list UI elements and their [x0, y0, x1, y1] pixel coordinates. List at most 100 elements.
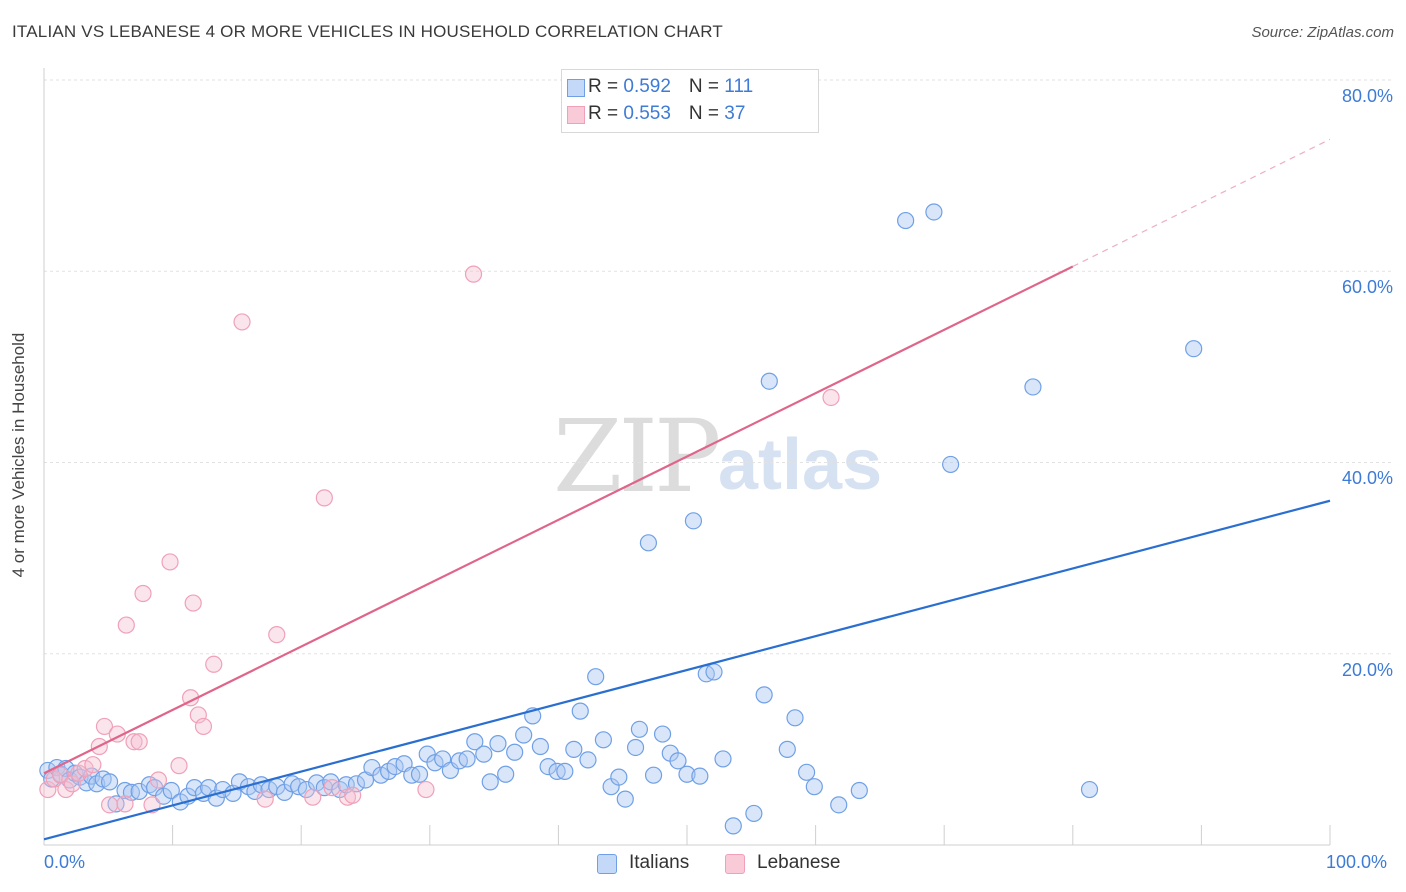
- italians-point-63: [497, 765, 515, 783]
- italians-point-17: [140, 776, 159, 794]
- lebanese-point-7: [84, 756, 102, 774]
- italians-point-100: [830, 796, 848, 814]
- lebanese-point-4: [63, 775, 81, 793]
- italians-point-52: [410, 765, 429, 783]
- italians-point-72: [571, 702, 589, 720]
- lebanese-point-30: [315, 489, 333, 507]
- italians-point-94: [755, 686, 773, 704]
- lebanese-point-31: [323, 779, 341, 797]
- italians-point-101: [850, 781, 868, 800]
- italians-point-14: [116, 781, 134, 800]
- italians-point-60: [475, 745, 493, 763]
- lebanese-point-36: [822, 388, 840, 407]
- italians-point-80: [630, 720, 649, 738]
- italians-point-79: [626, 738, 645, 757]
- y-tick-label-80: 80.0%: [1341, 86, 1393, 106]
- lebanese-point-33: [344, 786, 362, 804]
- italians-point-54: [426, 754, 444, 772]
- italians-point-59: [466, 733, 484, 751]
- n-label: N =: [688, 103, 725, 124]
- legend-item-italians: Italians: [597, 852, 689, 874]
- lebanese-trend-line: [43, 265, 1074, 775]
- lebanese-point-26: [233, 313, 251, 331]
- lebanese-point-6: [76, 759, 94, 778]
- watermark-zip: ZIP: [553, 398, 721, 515]
- italians-point-107: [1185, 340, 1203, 358]
- italians-point-20: [162, 781, 180, 800]
- lebanese-point-10: [100, 796, 119, 814]
- lebanese-point-29: [304, 788, 322, 806]
- lebanese-point-16: [134, 584, 152, 603]
- italians-point-23: [185, 779, 204, 797]
- italians-point-86: [678, 765, 696, 783]
- n-value: 111: [724, 76, 754, 97]
- italians-point-93: [745, 804, 763, 823]
- legend-item-lebanese: Lebanese: [725, 852, 840, 874]
- lebanese-point-19: [161, 553, 179, 571]
- italians-point-98: [797, 763, 816, 781]
- italians-point-73: [579, 751, 597, 769]
- n-label: N =: [688, 76, 725, 97]
- source-label: Source: ZipAtlas.com: [1251, 24, 1394, 41]
- lebanese-point-28: [268, 626, 286, 644]
- italians-point-85: [669, 752, 687, 770]
- italians-point-62: [489, 735, 507, 753]
- lebanese-point-15: [130, 733, 148, 751]
- legend-label-italians: Italians: [629, 852, 690, 873]
- italians-point-87: [684, 512, 703, 530]
- lebanese-point-22: [184, 594, 202, 612]
- lebanese-point-20: [170, 757, 188, 775]
- italians-point-106: [1080, 780, 1099, 799]
- x-tick-label-max: 100.0%: [1326, 852, 1388, 872]
- italians-point-81: [639, 534, 658, 552]
- italians-point-67: [531, 737, 549, 756]
- italians-point-88: [691, 767, 709, 785]
- italians-point-95: [760, 372, 778, 390]
- italians-point-102: [897, 211, 915, 230]
- lebanese-point-27: [256, 790, 274, 808]
- lebanese-point-3: [57, 780, 75, 799]
- italians-swatch: [567, 79, 585, 97]
- chart-title: ITALIAN VS LEBANESE 4 OR MORE VEHICLES I…: [12, 22, 723, 41]
- lebanese-point-25: [205, 655, 223, 673]
- lebanese-point-18: [149, 771, 168, 789]
- watermark-atlas: atlas: [718, 425, 883, 505]
- lebanese-legend-swatch: [725, 854, 745, 874]
- italians-point-64: [506, 743, 524, 761]
- italians-point-77: [610, 768, 628, 786]
- stats-legend: R = 0.592 N = 111 R = 0.553 N = 37: [561, 69, 819, 133]
- italians-point-13: [107, 795, 125, 813]
- lebanese-point-12: [116, 795, 134, 813]
- x-tick-label-min: 0.0%: [44, 852, 86, 872]
- n-value: 37: [724, 103, 746, 124]
- italians-point-65: [515, 726, 533, 744]
- italians-trend-line: [43, 499, 1331, 841]
- italians-point-71: [565, 740, 583, 758]
- italians-point-99: [805, 778, 823, 796]
- italians-point-75: [594, 731, 613, 749]
- italians-point-74: [587, 668, 605, 686]
- italians-legend-swatch: [597, 854, 617, 874]
- italians-point-97: [786, 709, 804, 727]
- italians-point-82: [644, 766, 663, 784]
- lebanese-point-0: [39, 780, 57, 799]
- italians-point-96: [778, 740, 796, 758]
- stats-row-italians: R = 0.592 N = 111: [567, 76, 754, 98]
- lebanese-point-35: [464, 265, 483, 283]
- italians-point-105: [1024, 378, 1042, 396]
- italians-point-47: [372, 766, 390, 784]
- y-tick-label-60: 60.0%: [1341, 277, 1393, 297]
- italians-point-78: [616, 790, 634, 808]
- stats-row-lebanese: R = 0.553 N = 37: [567, 103, 746, 125]
- legend-label-lebanese: Lebanese: [757, 852, 841, 873]
- italians-point-91: [714, 750, 732, 768]
- italians-point-92: [724, 817, 742, 835]
- lebanese-point-9: [95, 717, 114, 736]
- lebanese-point-24: [194, 717, 213, 736]
- italians-point-58: [458, 750, 476, 768]
- lebanese-swatch: [567, 106, 585, 124]
- y-axis-label: 4 or more Vehicles in Household: [9, 332, 28, 578]
- lebanese-trend-extension: [1072, 138, 1331, 268]
- lebanese-point-14: [125, 733, 143, 751]
